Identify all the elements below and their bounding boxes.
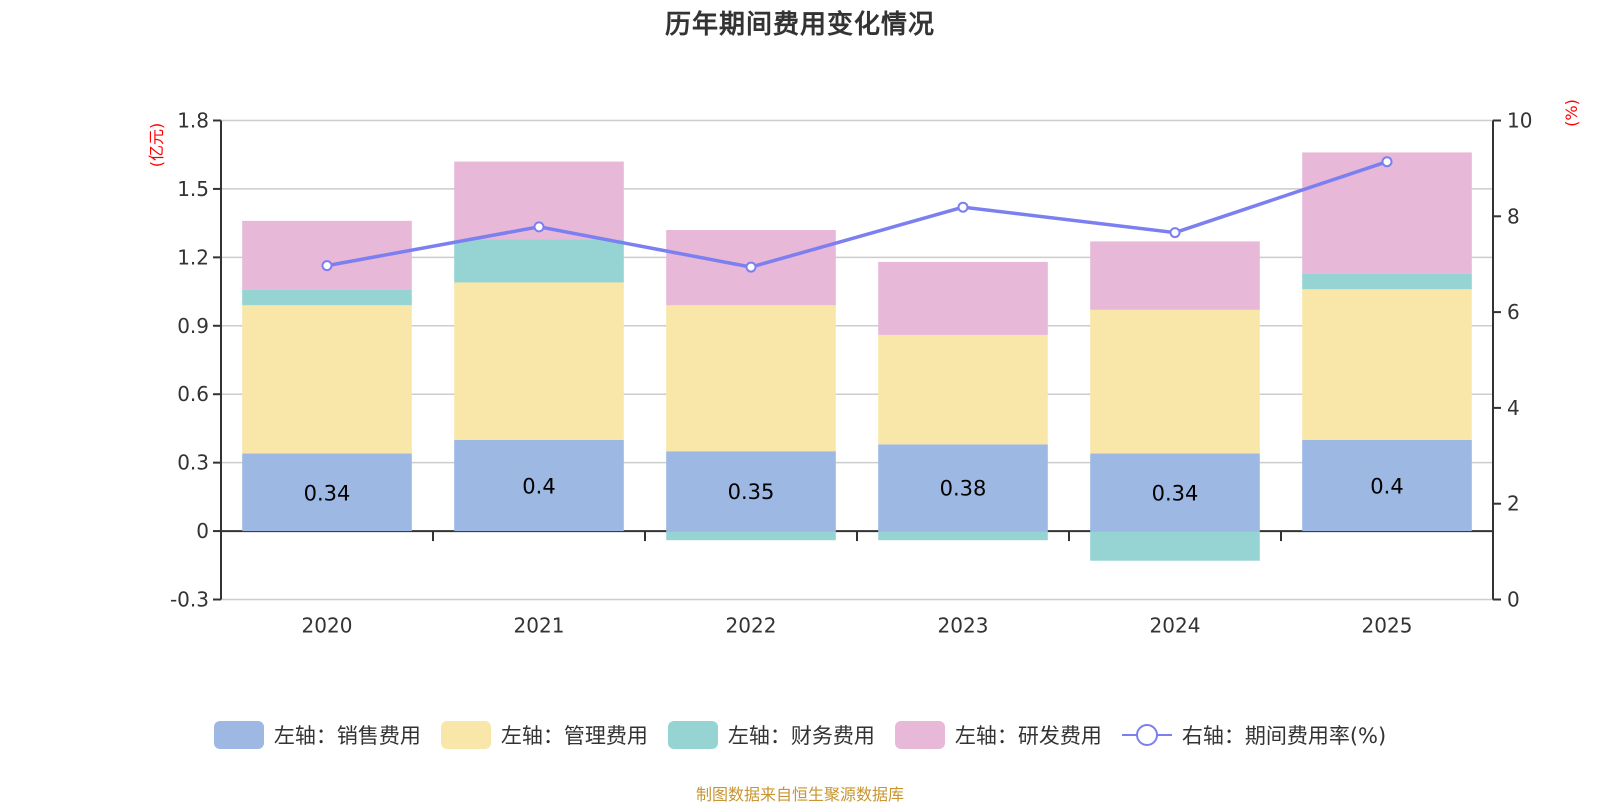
rate-point	[1169, 227, 1181, 239]
right-axis-tick-label: 2	[1507, 492, 1520, 516]
bar-data-label: 0.38	[940, 477, 987, 501]
bar-segment	[878, 444, 1048, 532]
right-axis-tick-label: 6	[1507, 300, 1520, 324]
bar-segment	[1090, 531, 1260, 561]
bar-data-label: 0.34	[1152, 481, 1199, 505]
right-axis-tick-label: 4	[1507, 396, 1520, 420]
x-axis-label: 2020	[302, 614, 353, 638]
bar-segment	[1302, 289, 1472, 440]
legend-swatch	[213, 721, 264, 749]
legend-swatch	[440, 721, 491, 749]
legend-label: 右轴：期间费用率(%)	[1181, 724, 1387, 748]
legend: 左轴：销售费用 左轴：管理费用 左轴：财务费用 左轴：研发费用 右轴：期间费用率(%)	[0, 720, 1600, 750]
rate-point	[321, 260, 333, 272]
bar-segment	[242, 289, 412, 306]
legend-label: 左轴：管理费用	[500, 724, 648, 748]
x-axis-label: 2024	[1150, 614, 1201, 638]
bar-series	[242, 152, 1472, 561]
x-axis-label: 2025	[1362, 614, 1413, 638]
legend-label: 左轴：财务费用	[727, 724, 875, 748]
rate-point	[533, 221, 545, 233]
bar-segment	[242, 305, 412, 454]
legend-item[interactable]: 左轴：管理费用	[440, 720, 648, 750]
legend-swatch	[894, 721, 945, 749]
bar-data-label: 0.35	[728, 480, 775, 504]
left-axis-tick-label: 0.6	[177, 382, 209, 406]
bar-segment	[1090, 453, 1260, 532]
bar-segment	[1302, 439, 1472, 532]
legend-item[interactable]: 右轴：期间费用率(%)	[1121, 720, 1387, 750]
bar-segment	[878, 531, 1048, 541]
x-axis-label: 2022	[726, 614, 777, 638]
right-axis-tick-label: 10	[1507, 109, 1532, 133]
bar-data-label: 0.4	[1370, 474, 1403, 498]
right-axis-tick-label: 8	[1507, 204, 1520, 228]
rate-point	[1381, 156, 1393, 168]
bar-segment	[454, 282, 624, 440]
right-axis-tick-label: 0	[1507, 588, 1520, 612]
bar-segment	[666, 531, 836, 541]
legend-swatch	[667, 721, 718, 749]
x-axis-label: 2021	[514, 614, 565, 638]
bar-segment	[1090, 241, 1260, 310]
left-axis-tick-label: 0.3	[177, 451, 209, 475]
rate-line	[326, 160, 1388, 269]
left-axis-tick-label: 1.8	[177, 109, 209, 133]
bar-segment	[242, 453, 412, 532]
x-axis-label: 2023	[938, 614, 989, 638]
left-axis-tick-label: 0	[196, 519, 209, 543]
legend-line-marker-icon	[1121, 724, 1172, 746]
grid-lines	[221, 119, 1493, 601]
left-axis-tick-label: 1.5	[177, 177, 209, 201]
bar-segment	[1302, 273, 1472, 290]
chart-title: 历年期间费用变化情况	[664, 10, 935, 40]
legend-label: 左轴：销售费用	[273, 724, 421, 748]
legend-label: 左轴：研发费用	[954, 724, 1102, 748]
data-labels: 2020 2021 2022 2023 2024 2025 0.34 0.4 0.35 0.38 0…	[302, 474, 1413, 637]
rate-point	[957, 201, 969, 213]
legend-item[interactable]: 左轴：研发费用	[894, 720, 1102, 750]
left-axis-tick-label: -0.3	[170, 588, 209, 612]
line-series	[321, 156, 1393, 273]
legend-item[interactable]: 左轴：销售费用	[213, 720, 421, 750]
left-axis-tick-label: 1.2	[177, 245, 209, 269]
rate-point	[745, 261, 757, 273]
bar-segment	[666, 305, 836, 452]
bar-data-label: 0.34	[304, 481, 351, 505]
bar-segment	[1302, 152, 1472, 274]
bar-segment	[878, 261, 1048, 335]
bar-segment	[666, 451, 836, 532]
bar-segment	[878, 334, 1048, 445]
bar-segment	[454, 439, 624, 532]
left-axis-tick-label: 0.9	[177, 314, 209, 338]
right-axis-unit: (%)	[1562, 99, 1581, 127]
bar-data-label: 0.4	[522, 474, 555, 498]
axes: 1.8 1.5 1.2 0.9 0.6 0.3 0 -0.3 10 8 6 4 2 0 (亿元) (%)	[147, 99, 1581, 611]
legend-item[interactable]: 左轴：财务费用	[667, 720, 875, 750]
bar-segment	[454, 239, 624, 283]
bar-segment	[1090, 309, 1260, 454]
source-footer: 制图数据来自恒生聚源数据库	[695, 785, 904, 804]
left-axis-unit: (亿元)	[147, 123, 166, 168]
